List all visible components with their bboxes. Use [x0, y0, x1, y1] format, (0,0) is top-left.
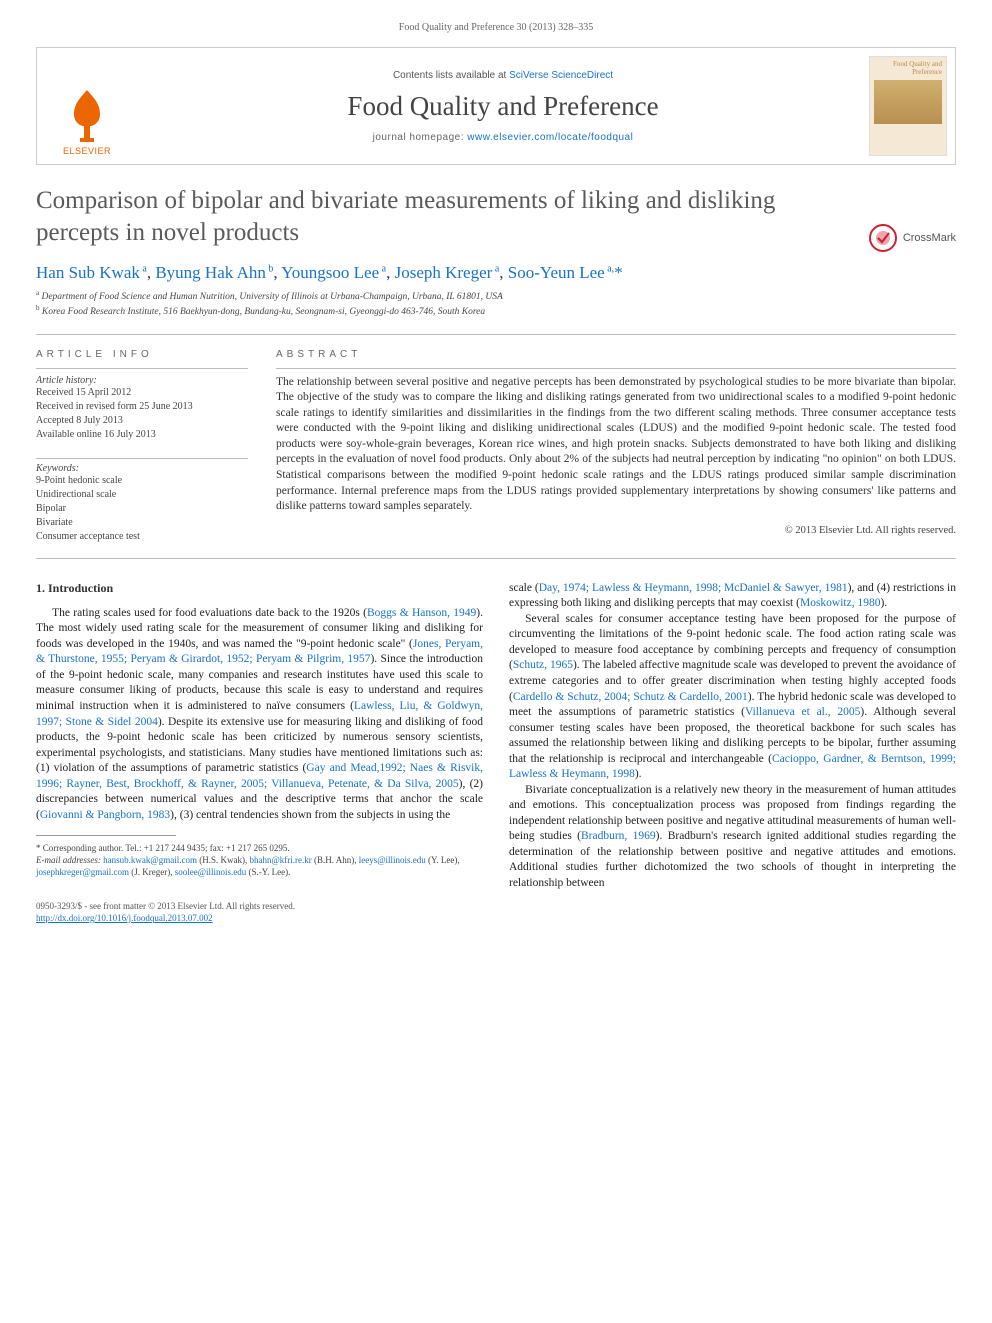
divider: [276, 368, 956, 369]
citation-link[interactable]: Bradburn, 1969: [581, 830, 656, 842]
crossmark-icon: [869, 224, 897, 252]
footnote-separator: [36, 835, 176, 836]
body-column-right: scale (Day, 1974; Lawless & Heymann, 199…: [509, 581, 956, 891]
keyword-item: 9-Point hedonic scale: [36, 474, 248, 488]
abstract-column: ABSTRACT The relationship between severa…: [276, 349, 956, 544]
homepage-line: journal homepage: www.elsevier.com/locat…: [373, 132, 634, 143]
citation-text[interactable]: Food Quality and Preference 30 (2013) 32…: [399, 22, 593, 33]
divider: [36, 458, 248, 459]
body-paragraph: scale (Day, 1974; Lawless & Heymann, 199…: [509, 581, 956, 891]
author-link[interactable]: Han Sub Kwak a: [36, 263, 147, 282]
citation-link[interactable]: Giovanni & Pangborn, 1983: [40, 809, 170, 821]
citation-link[interactable]: Cardello & Schutz, 2004; Schutz & Cardel…: [513, 691, 748, 703]
keyword-item: Bivariate: [36, 516, 248, 530]
history-revised: Received in revised form 25 June 2013: [36, 400, 248, 414]
intro-heading: 1. Introduction: [36, 581, 483, 596]
info-abstract-row: ARTICLE INFO Article history: Received 1…: [36, 349, 956, 544]
publisher-name: ELSEVIER: [63, 146, 111, 156]
email-link[interactable]: soolee@illinois.edu: [175, 867, 247, 877]
abstract-heading: ABSTRACT: [276, 349, 956, 360]
elsevier-logo[interactable]: ELSEVIER: [60, 86, 114, 156]
contents-line: Contents lists available at SciVerse Sci…: [393, 70, 613, 81]
journal-masthead: ELSEVIER Contents lists available at Sci…: [36, 47, 956, 165]
cover-title: Food Quality and Preference: [874, 61, 942, 76]
history-received: Received 15 April 2012: [36, 386, 248, 400]
journal-name: Food Quality and Preference: [347, 91, 658, 122]
affiliations: a Department of Food Science and Human N…: [36, 289, 956, 320]
cover-image-strip: [874, 80, 942, 124]
affiliation-b: b Korea Food Research Institute, 516 Bae…: [36, 304, 956, 319]
elsevier-tree-icon: [60, 86, 114, 144]
corresponding-marker[interactable]: *: [614, 263, 623, 282]
journal-cover-thumbnail[interactable]: Food Quality and Preference: [869, 56, 947, 156]
citation-link[interactable]: Moskowitz, 1980: [800, 597, 881, 609]
abstract-text: The relationship between several positiv…: [276, 375, 956, 515]
email-addresses: E-mail addresses: hansub.kwak@gmail.com …: [36, 854, 483, 878]
article-info-column: ARTICLE INFO Article history: Received 1…: [36, 349, 248, 544]
sciencedirect-link[interactable]: SciVerse ScienceDirect: [509, 70, 613, 81]
history-online: Available online 16 July 2013: [36, 428, 248, 442]
intro-paragraph: The rating scales used for food evaluati…: [36, 606, 483, 823]
email-link[interactable]: josephkreger@gmail.com: [36, 867, 129, 877]
divider: [36, 558, 956, 559]
keyword-item: Unidirectional scale: [36, 488, 248, 502]
email-link[interactable]: hansub.kwak@gmail.com: [103, 855, 197, 865]
citation-link[interactable]: Schutz, 1965: [513, 659, 573, 671]
crossmark-label: CrossMark: [903, 232, 956, 244]
author-link[interactable]: Youngsoo Lee a: [281, 263, 386, 282]
email-link[interactable]: bhahn@kfri.re.kr: [249, 855, 311, 865]
citation-link[interactable]: Villanueva et al., 2005: [745, 706, 860, 718]
abstract-copyright: © 2013 Elsevier Ltd. All rights reserved…: [276, 525, 956, 536]
authors-line: Han Sub Kwak a, Byung Hak Ahn b, Youngso…: [36, 263, 956, 283]
citation-link[interactable]: Boggs & Hanson, 1949: [367, 607, 476, 619]
homepage-prefix: journal homepage:: [373, 132, 468, 143]
copyright-line: 0950-3293/$ - see front matter © 2013 El…: [36, 901, 956, 913]
affiliation-a: a Department of Food Science and Human N…: [36, 289, 956, 304]
info-heading: ARTICLE INFO: [36, 349, 248, 360]
publisher-logo-box: ELSEVIER: [37, 48, 137, 164]
keywords-block: Keywords: 9-Point hedonic scale Unidirec…: [36, 458, 248, 544]
citation-header: Food Quality and Preference 30 (2013) 32…: [0, 0, 992, 39]
title-block: Comparison of bipolar and bivariate meas…: [36, 185, 956, 249]
keyword-item: Bipolar: [36, 502, 248, 516]
body-column-left: 1. Introduction The rating scales used f…: [36, 581, 483, 891]
divider: [36, 368, 248, 369]
doi-block: 0950-3293/$ - see front matter © 2013 El…: [36, 901, 956, 924]
crossmark-badge[interactable]: CrossMark: [869, 224, 956, 252]
doi-link[interactable]: http://dx.doi.org/10.1016/j.foodqual.201…: [36, 913, 213, 923]
keywords-label: Keywords:: [36, 463, 248, 474]
email-link[interactable]: leeys@illinois.edu: [359, 855, 426, 865]
keyword-item: Consumer acceptance test: [36, 530, 248, 544]
divider: [36, 334, 956, 335]
journal-center: Contents lists available at SciVerse Sci…: [137, 70, 869, 143]
author-link[interactable]: Soo-Yeun Lee a,: [508, 263, 614, 282]
history-label: Article history:: [36, 375, 248, 386]
article-title: Comparison of bipolar and bivariate meas…: [36, 185, 796, 249]
corresponding-author-note: * Corresponding author. Tel.: +1 217 244…: [36, 842, 483, 854]
homepage-url[interactable]: www.elsevier.com/locate/foodqual: [467, 132, 633, 143]
body-columns: 1. Introduction The rating scales used f…: [36, 581, 956, 891]
citation-link[interactable]: Day, 1974; Lawless & Heymann, 1998; McDa…: [539, 582, 848, 594]
author-link[interactable]: Byung Hak Ahn b: [155, 263, 273, 282]
footnote-block: * Corresponding author. Tel.: +1 217 244…: [36, 842, 483, 878]
author-link[interactable]: Joseph Kreger a: [395, 263, 500, 282]
history-accepted: Accepted 8 July 2013: [36, 414, 248, 428]
contents-prefix: Contents lists available at: [393, 70, 509, 81]
